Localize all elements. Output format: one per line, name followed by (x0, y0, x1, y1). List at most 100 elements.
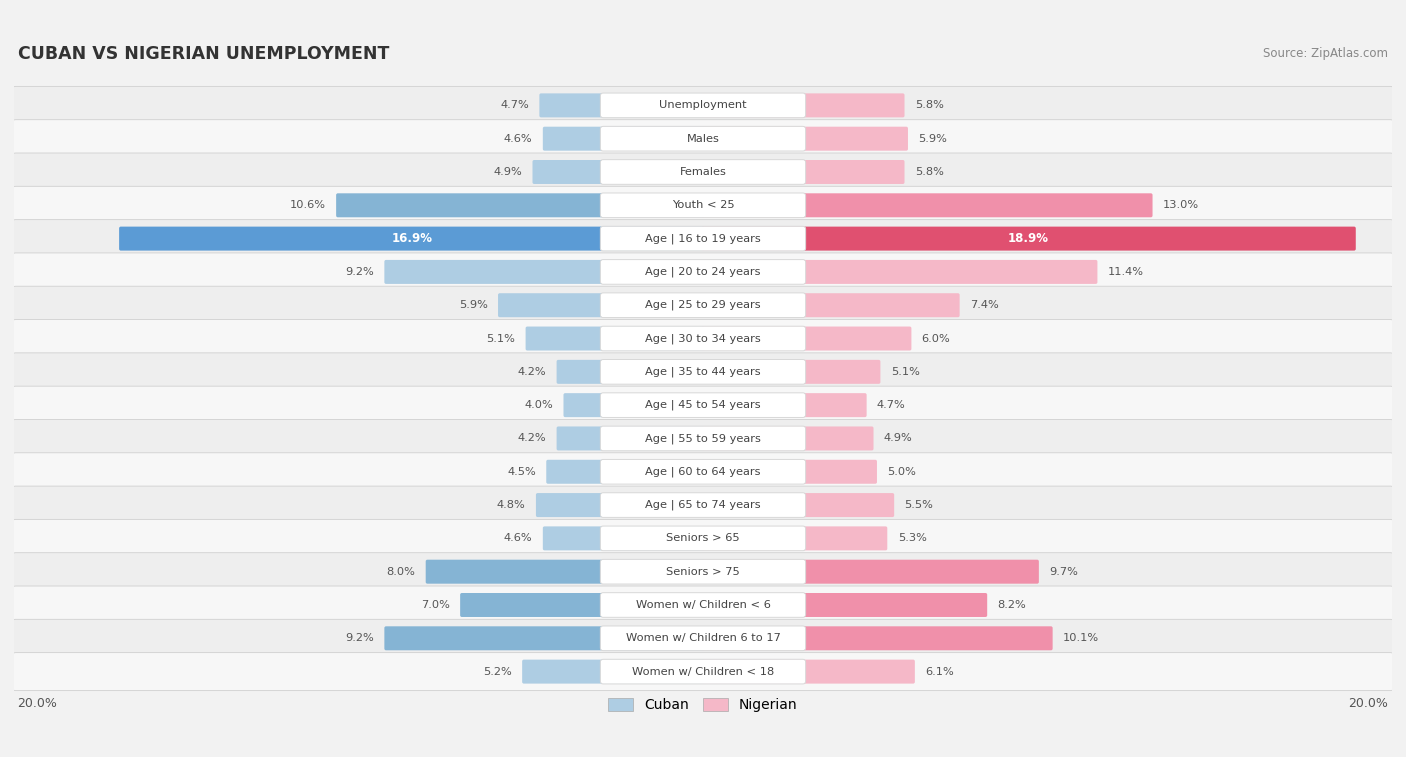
FancyBboxPatch shape (702, 193, 1153, 217)
Text: Seniors > 65: Seniors > 65 (666, 534, 740, 544)
Text: Seniors > 75: Seniors > 75 (666, 567, 740, 577)
FancyBboxPatch shape (600, 360, 806, 384)
Text: CUBAN VS NIGERIAN UNEMPLOYMENT: CUBAN VS NIGERIAN UNEMPLOYMENT (17, 45, 389, 63)
FancyBboxPatch shape (536, 493, 704, 517)
FancyBboxPatch shape (600, 659, 806, 684)
FancyBboxPatch shape (557, 360, 704, 384)
FancyBboxPatch shape (533, 160, 704, 184)
Text: 5.0%: 5.0% (887, 467, 917, 477)
Text: 5.5%: 5.5% (904, 500, 934, 510)
FancyBboxPatch shape (702, 626, 1053, 650)
FancyBboxPatch shape (600, 93, 806, 117)
Text: 10.1%: 10.1% (1063, 634, 1099, 643)
Text: 7.4%: 7.4% (970, 301, 998, 310)
Text: 5.1%: 5.1% (891, 367, 920, 377)
FancyBboxPatch shape (11, 386, 1395, 424)
Text: 20.0%: 20.0% (1348, 696, 1389, 710)
FancyBboxPatch shape (600, 260, 806, 284)
Text: 5.3%: 5.3% (897, 534, 927, 544)
Text: 9.2%: 9.2% (346, 634, 374, 643)
FancyBboxPatch shape (547, 459, 704, 484)
Text: 11.4%: 11.4% (1108, 267, 1143, 277)
FancyBboxPatch shape (11, 253, 1395, 291)
FancyBboxPatch shape (11, 419, 1395, 457)
Text: 20.0%: 20.0% (17, 696, 58, 710)
Text: Source: ZipAtlas.com: Source: ZipAtlas.com (1264, 47, 1389, 61)
FancyBboxPatch shape (11, 286, 1395, 324)
Text: Age | 60 to 64 years: Age | 60 to 64 years (645, 466, 761, 477)
FancyBboxPatch shape (120, 226, 704, 251)
FancyBboxPatch shape (11, 186, 1395, 224)
FancyBboxPatch shape (460, 593, 704, 617)
FancyBboxPatch shape (600, 393, 806, 417)
FancyBboxPatch shape (11, 153, 1395, 191)
FancyBboxPatch shape (600, 493, 806, 517)
Text: Age | 45 to 54 years: Age | 45 to 54 years (645, 400, 761, 410)
FancyBboxPatch shape (543, 526, 704, 550)
FancyBboxPatch shape (702, 326, 911, 350)
Text: Women w/ Children < 6: Women w/ Children < 6 (636, 600, 770, 610)
FancyBboxPatch shape (11, 553, 1395, 590)
Text: 8.2%: 8.2% (997, 600, 1026, 610)
Text: Age | 25 to 29 years: Age | 25 to 29 years (645, 300, 761, 310)
Text: 9.2%: 9.2% (346, 267, 374, 277)
Text: Age | 65 to 74 years: Age | 65 to 74 years (645, 500, 761, 510)
Text: 4.7%: 4.7% (501, 101, 529, 111)
FancyBboxPatch shape (702, 260, 1098, 284)
Text: 6.1%: 6.1% (925, 667, 953, 677)
FancyBboxPatch shape (702, 393, 866, 417)
Text: 4.2%: 4.2% (517, 367, 547, 377)
FancyBboxPatch shape (600, 459, 806, 484)
Text: 4.7%: 4.7% (877, 400, 905, 410)
Text: 4.9%: 4.9% (884, 434, 912, 444)
Text: 7.0%: 7.0% (420, 600, 450, 610)
FancyBboxPatch shape (557, 426, 704, 450)
FancyBboxPatch shape (702, 426, 873, 450)
FancyBboxPatch shape (600, 559, 806, 584)
Text: 5.1%: 5.1% (486, 334, 515, 344)
FancyBboxPatch shape (702, 659, 915, 684)
Text: 6.0%: 6.0% (922, 334, 950, 344)
FancyBboxPatch shape (11, 120, 1395, 157)
Text: 10.6%: 10.6% (290, 201, 326, 210)
Text: Youth < 25: Youth < 25 (672, 201, 734, 210)
FancyBboxPatch shape (426, 559, 704, 584)
Text: 4.6%: 4.6% (503, 534, 533, 544)
FancyBboxPatch shape (11, 319, 1395, 357)
Text: 5.8%: 5.8% (915, 101, 943, 111)
FancyBboxPatch shape (702, 93, 904, 117)
Text: 4.5%: 4.5% (508, 467, 536, 477)
FancyBboxPatch shape (702, 559, 1039, 584)
FancyBboxPatch shape (600, 193, 806, 217)
FancyBboxPatch shape (702, 459, 877, 484)
FancyBboxPatch shape (702, 493, 894, 517)
Text: 4.9%: 4.9% (494, 167, 522, 177)
Text: 4.2%: 4.2% (517, 434, 547, 444)
FancyBboxPatch shape (384, 260, 704, 284)
Text: 4.6%: 4.6% (503, 134, 533, 144)
Text: 5.9%: 5.9% (458, 301, 488, 310)
FancyBboxPatch shape (702, 360, 880, 384)
FancyBboxPatch shape (702, 593, 987, 617)
Text: Age | 55 to 59 years: Age | 55 to 59 years (645, 433, 761, 444)
Text: 9.7%: 9.7% (1049, 567, 1078, 577)
Text: 13.0%: 13.0% (1163, 201, 1199, 210)
FancyBboxPatch shape (11, 453, 1395, 491)
Text: 4.0%: 4.0% (524, 400, 553, 410)
FancyBboxPatch shape (600, 293, 806, 317)
Text: 4.8%: 4.8% (496, 500, 526, 510)
FancyBboxPatch shape (11, 586, 1395, 624)
Text: 5.2%: 5.2% (484, 667, 512, 677)
Text: 8.0%: 8.0% (387, 567, 415, 577)
Text: 5.8%: 5.8% (915, 167, 943, 177)
FancyBboxPatch shape (11, 486, 1395, 524)
Text: Age | 20 to 24 years: Age | 20 to 24 years (645, 266, 761, 277)
Text: Women w/ Children 6 to 17: Women w/ Children 6 to 17 (626, 634, 780, 643)
FancyBboxPatch shape (11, 220, 1395, 257)
Text: Age | 16 to 19 years: Age | 16 to 19 years (645, 233, 761, 244)
FancyBboxPatch shape (702, 126, 908, 151)
FancyBboxPatch shape (600, 160, 806, 184)
FancyBboxPatch shape (526, 326, 704, 350)
FancyBboxPatch shape (702, 226, 1355, 251)
Text: 18.9%: 18.9% (1008, 232, 1049, 245)
